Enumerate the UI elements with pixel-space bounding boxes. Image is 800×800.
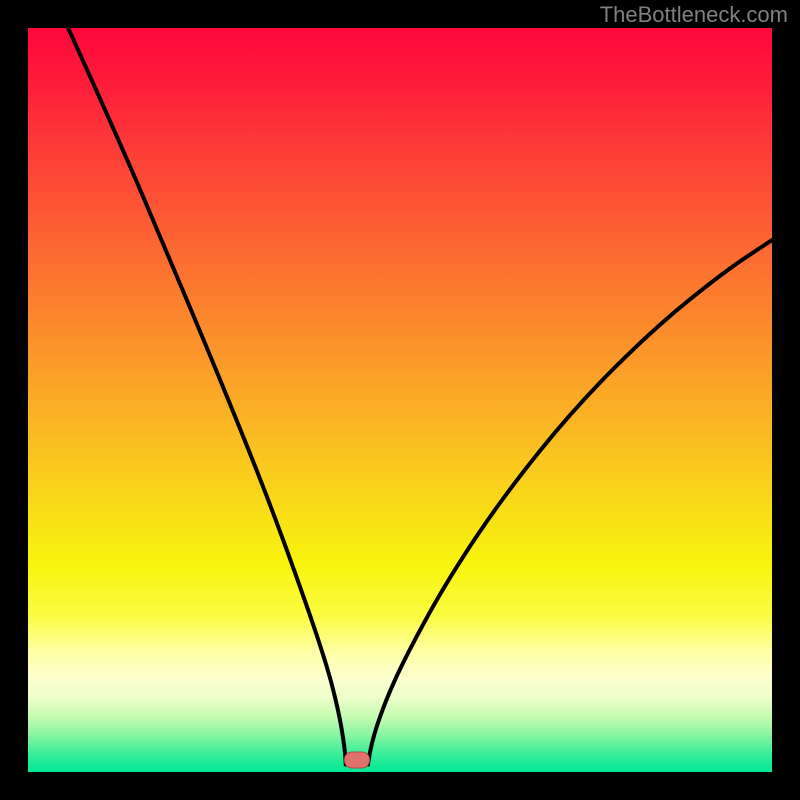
watermark-text: TheBottleneck.com <box>600 2 788 28</box>
chart-plot-area <box>28 28 772 772</box>
minimum-marker <box>344 752 370 769</box>
bottleneck-curve <box>28 28 772 772</box>
